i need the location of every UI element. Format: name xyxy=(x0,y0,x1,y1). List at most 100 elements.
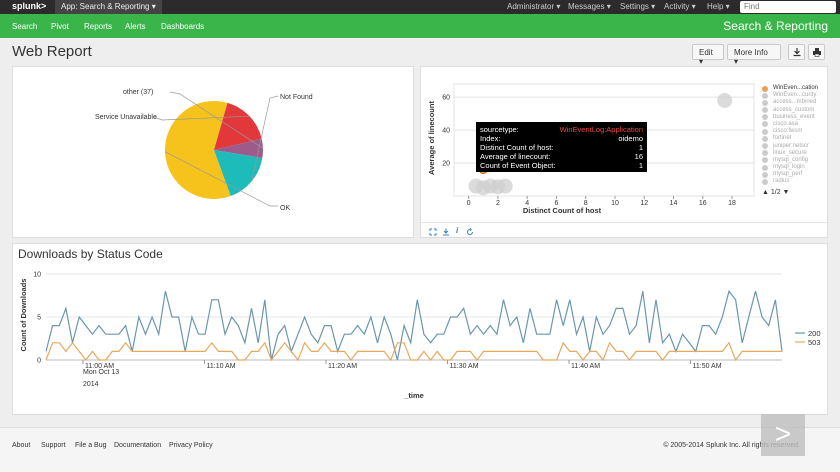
line-panel-title: Downloads by Status Code xyxy=(18,247,163,261)
splunk-logo[interactable]: splunk> xyxy=(12,1,47,11)
pie-label-other: other (37) xyxy=(123,89,153,96)
pie-leader-line xyxy=(169,91,264,149)
menu-settings[interactable]: Settings ▾ xyxy=(620,2,656,11)
menu-administrator[interactable]: Administrator ▾ xyxy=(507,2,561,11)
legend-item[interactable]: cisco:fwsm xyxy=(762,128,818,135)
legend-marker xyxy=(762,135,768,142)
line-y-tick-label: 5 xyxy=(37,315,41,322)
nav-search[interactable]: Search xyxy=(12,22,38,31)
pie-leader-line xyxy=(153,115,250,121)
footer-privacy-policy[interactable]: Privacy Policy xyxy=(169,442,213,449)
legend-item[interactable]: access...mbined xyxy=(762,99,818,106)
legend-item[interactable]: radius xyxy=(762,178,818,185)
menu-activity[interactable]: Activity ▾ xyxy=(664,2,696,11)
legend-item[interactable]: mysql_perf xyxy=(762,171,818,178)
pie-leader-line xyxy=(251,95,279,182)
play-button[interactable]: > xyxy=(761,414,805,456)
scatter-x-tick-label: 16 xyxy=(699,200,707,207)
legend-marker xyxy=(762,85,768,92)
legend-marker xyxy=(762,178,768,185)
legend-item[interactable]: business_event xyxy=(762,114,818,121)
more-info-button[interactable]: More Info ▾ xyxy=(727,44,781,66)
legend-marker xyxy=(762,107,768,114)
footer-documentation[interactable]: Documentation xyxy=(114,442,162,449)
legend-label-200[interactable]: 200 xyxy=(808,329,821,338)
legend-marker xyxy=(762,114,768,121)
legend-marker xyxy=(762,121,768,128)
edit-button[interactable]: Edit ▾ xyxy=(692,44,724,66)
line-y-tick-label: 10 xyxy=(33,272,41,279)
line-x-tick-label: 11:30 AM xyxy=(450,363,479,370)
scatter-y-tick-label: 60 xyxy=(442,95,450,102)
legend-item[interactable]: mysql_config xyxy=(762,157,818,164)
scatter-point[interactable] xyxy=(717,93,733,108)
scatter-x-tick-label: 10 xyxy=(611,200,619,207)
legend-label-503[interactable]: 503 xyxy=(808,338,821,347)
print-icon xyxy=(813,48,821,57)
tooltip-row: Count of Event Object: 1 xyxy=(480,161,643,170)
pie-chart: other (37) Not Found Service Unavailable… xyxy=(95,89,313,212)
line-series-200[interactable] xyxy=(45,289,783,361)
footer-file-a-bug[interactable]: File a Bug xyxy=(75,442,107,449)
line-x-tick-label: 11:10 AM xyxy=(207,363,236,370)
find-input[interactable]: Find xyxy=(740,1,836,13)
legend-item[interactable]: mysql_login xyxy=(762,164,818,171)
legend-marker xyxy=(762,171,768,178)
footer-support[interactable]: Support xyxy=(41,442,66,449)
pie-slice-service-unavailable[interactable] xyxy=(214,102,262,150)
scatter-y-tick-label: 40 xyxy=(442,128,450,135)
nav-dashboards[interactable]: Dashboards xyxy=(161,22,205,31)
legend-item[interactable]: cisco:asa xyxy=(762,121,818,128)
legend-pager[interactable]: ▲ 1/2 ▼ xyxy=(762,188,790,196)
footer-about[interactable]: About xyxy=(12,442,31,449)
legend-item[interactable]: WinEven...curity xyxy=(762,92,818,99)
inspect-icon[interactable] xyxy=(429,228,437,236)
scatter-x-axis-title: Distinct Count of host xyxy=(523,206,602,215)
line-y-axis-title: Count of Downloads xyxy=(19,279,28,352)
menu-help[interactable]: Help ▾ xyxy=(707,2,730,11)
pie-label-service-unavailable: Service Unavailable xyxy=(95,114,157,121)
app-title: Search & Reporting xyxy=(723,19,828,33)
line-x-tick-label: 11:40 AM xyxy=(571,363,600,370)
page-title: Web Report xyxy=(12,43,92,60)
tooltip-row: Index: oidemo xyxy=(480,134,643,143)
refresh-icon[interactable] xyxy=(466,228,474,236)
legend-item[interactable]: juniper:netscr xyxy=(762,143,818,150)
pie-label-ok: OK xyxy=(280,205,290,212)
app-menu[interactable]: App: Search & Reporting ▾ xyxy=(55,0,162,14)
legend-item[interactable]: WinEven...cation xyxy=(762,85,818,92)
legend-item[interactable]: fortinet xyxy=(762,135,818,142)
x-tick-sublabel-year: 2014 xyxy=(83,381,99,388)
menu-messages[interactable]: Messages ▾ xyxy=(568,2,611,11)
line-x-tick-label: 11:20 AM xyxy=(328,363,357,370)
pie-leader-line xyxy=(164,151,278,207)
legend-marker xyxy=(762,92,768,99)
system-bar: splunk> App: Search & Reporting ▾ Admini… xyxy=(0,0,840,14)
legend-marker xyxy=(762,128,768,135)
info-icon[interactable]: i xyxy=(456,226,459,235)
app-bar: Search Pivot Reports Alerts Dashboards S… xyxy=(0,14,840,38)
x-tick-sublabel-date: Mon Oct 13 xyxy=(83,369,119,376)
pie-slice-other-37[interactable] xyxy=(214,138,263,158)
footer-copyright: © 2005-2014 Splunk Inc. All rights reser… xyxy=(663,442,800,449)
legend-marker xyxy=(762,143,768,149)
pie-slice-ok[interactable] xyxy=(164,100,231,199)
line-x-axis-title: _time xyxy=(403,391,424,400)
scatter-x-tick-label: 4 xyxy=(525,200,529,207)
pie-slice-not-found[interactable] xyxy=(214,150,263,196)
line-series-503[interactable] xyxy=(45,341,782,362)
print-button[interactable] xyxy=(808,44,825,60)
legend-item[interactable]: linux_secure xyxy=(762,150,818,157)
nav-pivot[interactable]: Pivot xyxy=(51,22,69,31)
scatter-point[interactable] xyxy=(497,178,513,194)
legend-item[interactable]: access_custom xyxy=(762,107,818,114)
line-legend: 200 503 xyxy=(795,329,821,347)
export-icon[interactable] xyxy=(442,228,450,236)
line-x-tick-label: 11:00 AM xyxy=(85,363,114,370)
line-y-tick-label: 0 xyxy=(37,358,41,365)
nav-alerts[interactable]: Alerts xyxy=(125,22,146,31)
footer: About Support File a Bug Documentation P… xyxy=(0,427,840,472)
scatter-x-tick-label: 8 xyxy=(584,200,588,207)
nav-reports[interactable]: Reports xyxy=(84,22,113,31)
download-button[interactable] xyxy=(788,44,805,60)
